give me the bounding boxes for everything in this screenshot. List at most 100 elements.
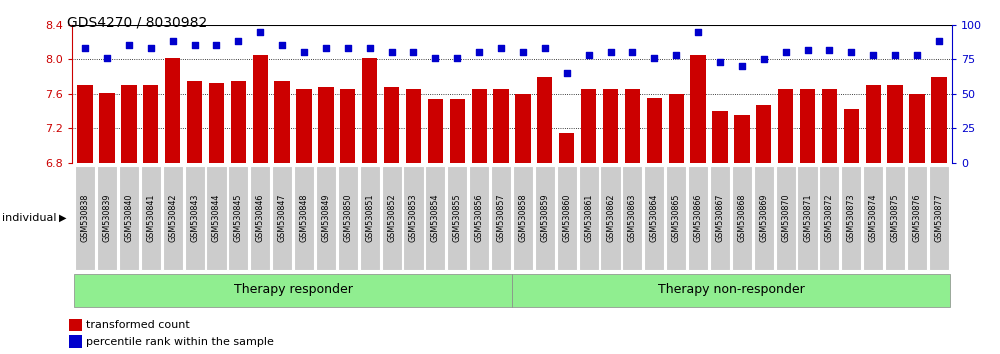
Bar — [800, 90, 815, 163]
Text: GSM530846: GSM530846 — [256, 194, 265, 242]
FancyBboxPatch shape — [272, 166, 292, 270]
FancyBboxPatch shape — [600, 166, 621, 270]
Bar — [756, 105, 771, 163]
Bar — [844, 109, 859, 163]
Bar — [318, 87, 334, 163]
Bar — [274, 81, 290, 163]
Bar — [887, 85, 903, 163]
Text: GSM530858: GSM530858 — [518, 193, 527, 242]
Point — [712, 59, 728, 65]
Bar — [625, 90, 640, 163]
Point — [843, 50, 859, 55]
Text: transformed count: transformed count — [86, 320, 190, 330]
Point — [515, 50, 531, 55]
Point — [384, 50, 400, 55]
FancyBboxPatch shape — [97, 166, 117, 270]
Point — [340, 45, 356, 51]
Text: Therapy non-responder: Therapy non-responder — [658, 283, 804, 296]
FancyBboxPatch shape — [403, 166, 424, 270]
Bar — [384, 87, 399, 163]
Bar — [121, 85, 137, 163]
Text: GSM530840: GSM530840 — [124, 194, 133, 242]
Text: GSM530867: GSM530867 — [715, 193, 724, 242]
FancyBboxPatch shape — [863, 166, 883, 270]
Bar — [187, 81, 202, 163]
FancyBboxPatch shape — [622, 166, 642, 270]
FancyBboxPatch shape — [119, 166, 139, 270]
FancyBboxPatch shape — [338, 166, 358, 270]
Point — [362, 45, 378, 51]
FancyBboxPatch shape — [797, 166, 818, 270]
Text: percentile rank within the sample: percentile rank within the sample — [86, 337, 274, 347]
Point — [537, 45, 553, 51]
Text: GSM530862: GSM530862 — [606, 193, 615, 242]
FancyBboxPatch shape — [206, 166, 227, 270]
Bar — [778, 90, 793, 163]
Bar — [69, 335, 82, 348]
Bar — [99, 93, 115, 163]
Text: GSM530875: GSM530875 — [891, 193, 900, 242]
Bar — [296, 90, 312, 163]
FancyBboxPatch shape — [294, 166, 314, 270]
Text: GSM530863: GSM530863 — [628, 194, 637, 242]
Text: GSM530849: GSM530849 — [321, 193, 330, 242]
Bar — [647, 98, 662, 163]
Point — [646, 55, 662, 61]
Text: GSM530868: GSM530868 — [737, 194, 746, 242]
Bar — [209, 84, 224, 163]
Text: GSM530872: GSM530872 — [825, 193, 834, 242]
Text: ▶: ▶ — [59, 213, 66, 223]
Point — [778, 50, 794, 55]
Text: GSM530847: GSM530847 — [278, 193, 287, 242]
FancyBboxPatch shape — [841, 166, 861, 270]
Bar — [231, 81, 246, 163]
Bar — [603, 90, 618, 163]
Point — [208, 42, 224, 48]
Point — [121, 42, 137, 48]
Bar — [669, 94, 684, 163]
Text: GSM530856: GSM530856 — [475, 193, 484, 242]
Bar — [77, 85, 93, 163]
Point — [865, 52, 881, 58]
Text: GSM530869: GSM530869 — [759, 193, 768, 242]
Text: GSM530842: GSM530842 — [168, 193, 177, 242]
FancyBboxPatch shape — [688, 166, 708, 270]
Bar — [515, 94, 531, 163]
Point — [887, 52, 903, 58]
Point — [559, 70, 575, 76]
Text: GSM530861: GSM530861 — [584, 194, 593, 242]
FancyBboxPatch shape — [382, 166, 402, 270]
Bar — [450, 99, 465, 163]
Text: GSM530838: GSM530838 — [81, 194, 90, 242]
Text: individual: individual — [2, 213, 56, 223]
Bar — [69, 319, 82, 331]
Point — [143, 45, 159, 51]
FancyBboxPatch shape — [666, 166, 686, 270]
Text: GSM530848: GSM530848 — [300, 194, 309, 242]
FancyBboxPatch shape — [644, 166, 664, 270]
Bar — [822, 90, 837, 163]
FancyBboxPatch shape — [228, 166, 248, 270]
Point — [296, 50, 312, 55]
Point — [800, 47, 816, 52]
Text: GSM530877: GSM530877 — [934, 193, 943, 242]
Point — [931, 39, 947, 44]
Point — [252, 29, 268, 35]
FancyBboxPatch shape — [491, 166, 511, 270]
FancyBboxPatch shape — [469, 166, 489, 270]
FancyBboxPatch shape — [512, 274, 950, 307]
Text: GSM530855: GSM530855 — [453, 193, 462, 242]
Point — [165, 39, 181, 44]
FancyBboxPatch shape — [819, 166, 839, 270]
Text: GSM530853: GSM530853 — [409, 193, 418, 242]
Bar — [472, 90, 487, 163]
Bar — [406, 90, 421, 163]
Text: GSM530851: GSM530851 — [365, 193, 374, 242]
FancyBboxPatch shape — [250, 166, 270, 270]
Point — [187, 42, 203, 48]
Text: GSM530843: GSM530843 — [190, 194, 199, 242]
FancyBboxPatch shape — [535, 166, 555, 270]
Point — [449, 55, 465, 61]
Bar — [581, 90, 596, 163]
FancyBboxPatch shape — [557, 166, 577, 270]
